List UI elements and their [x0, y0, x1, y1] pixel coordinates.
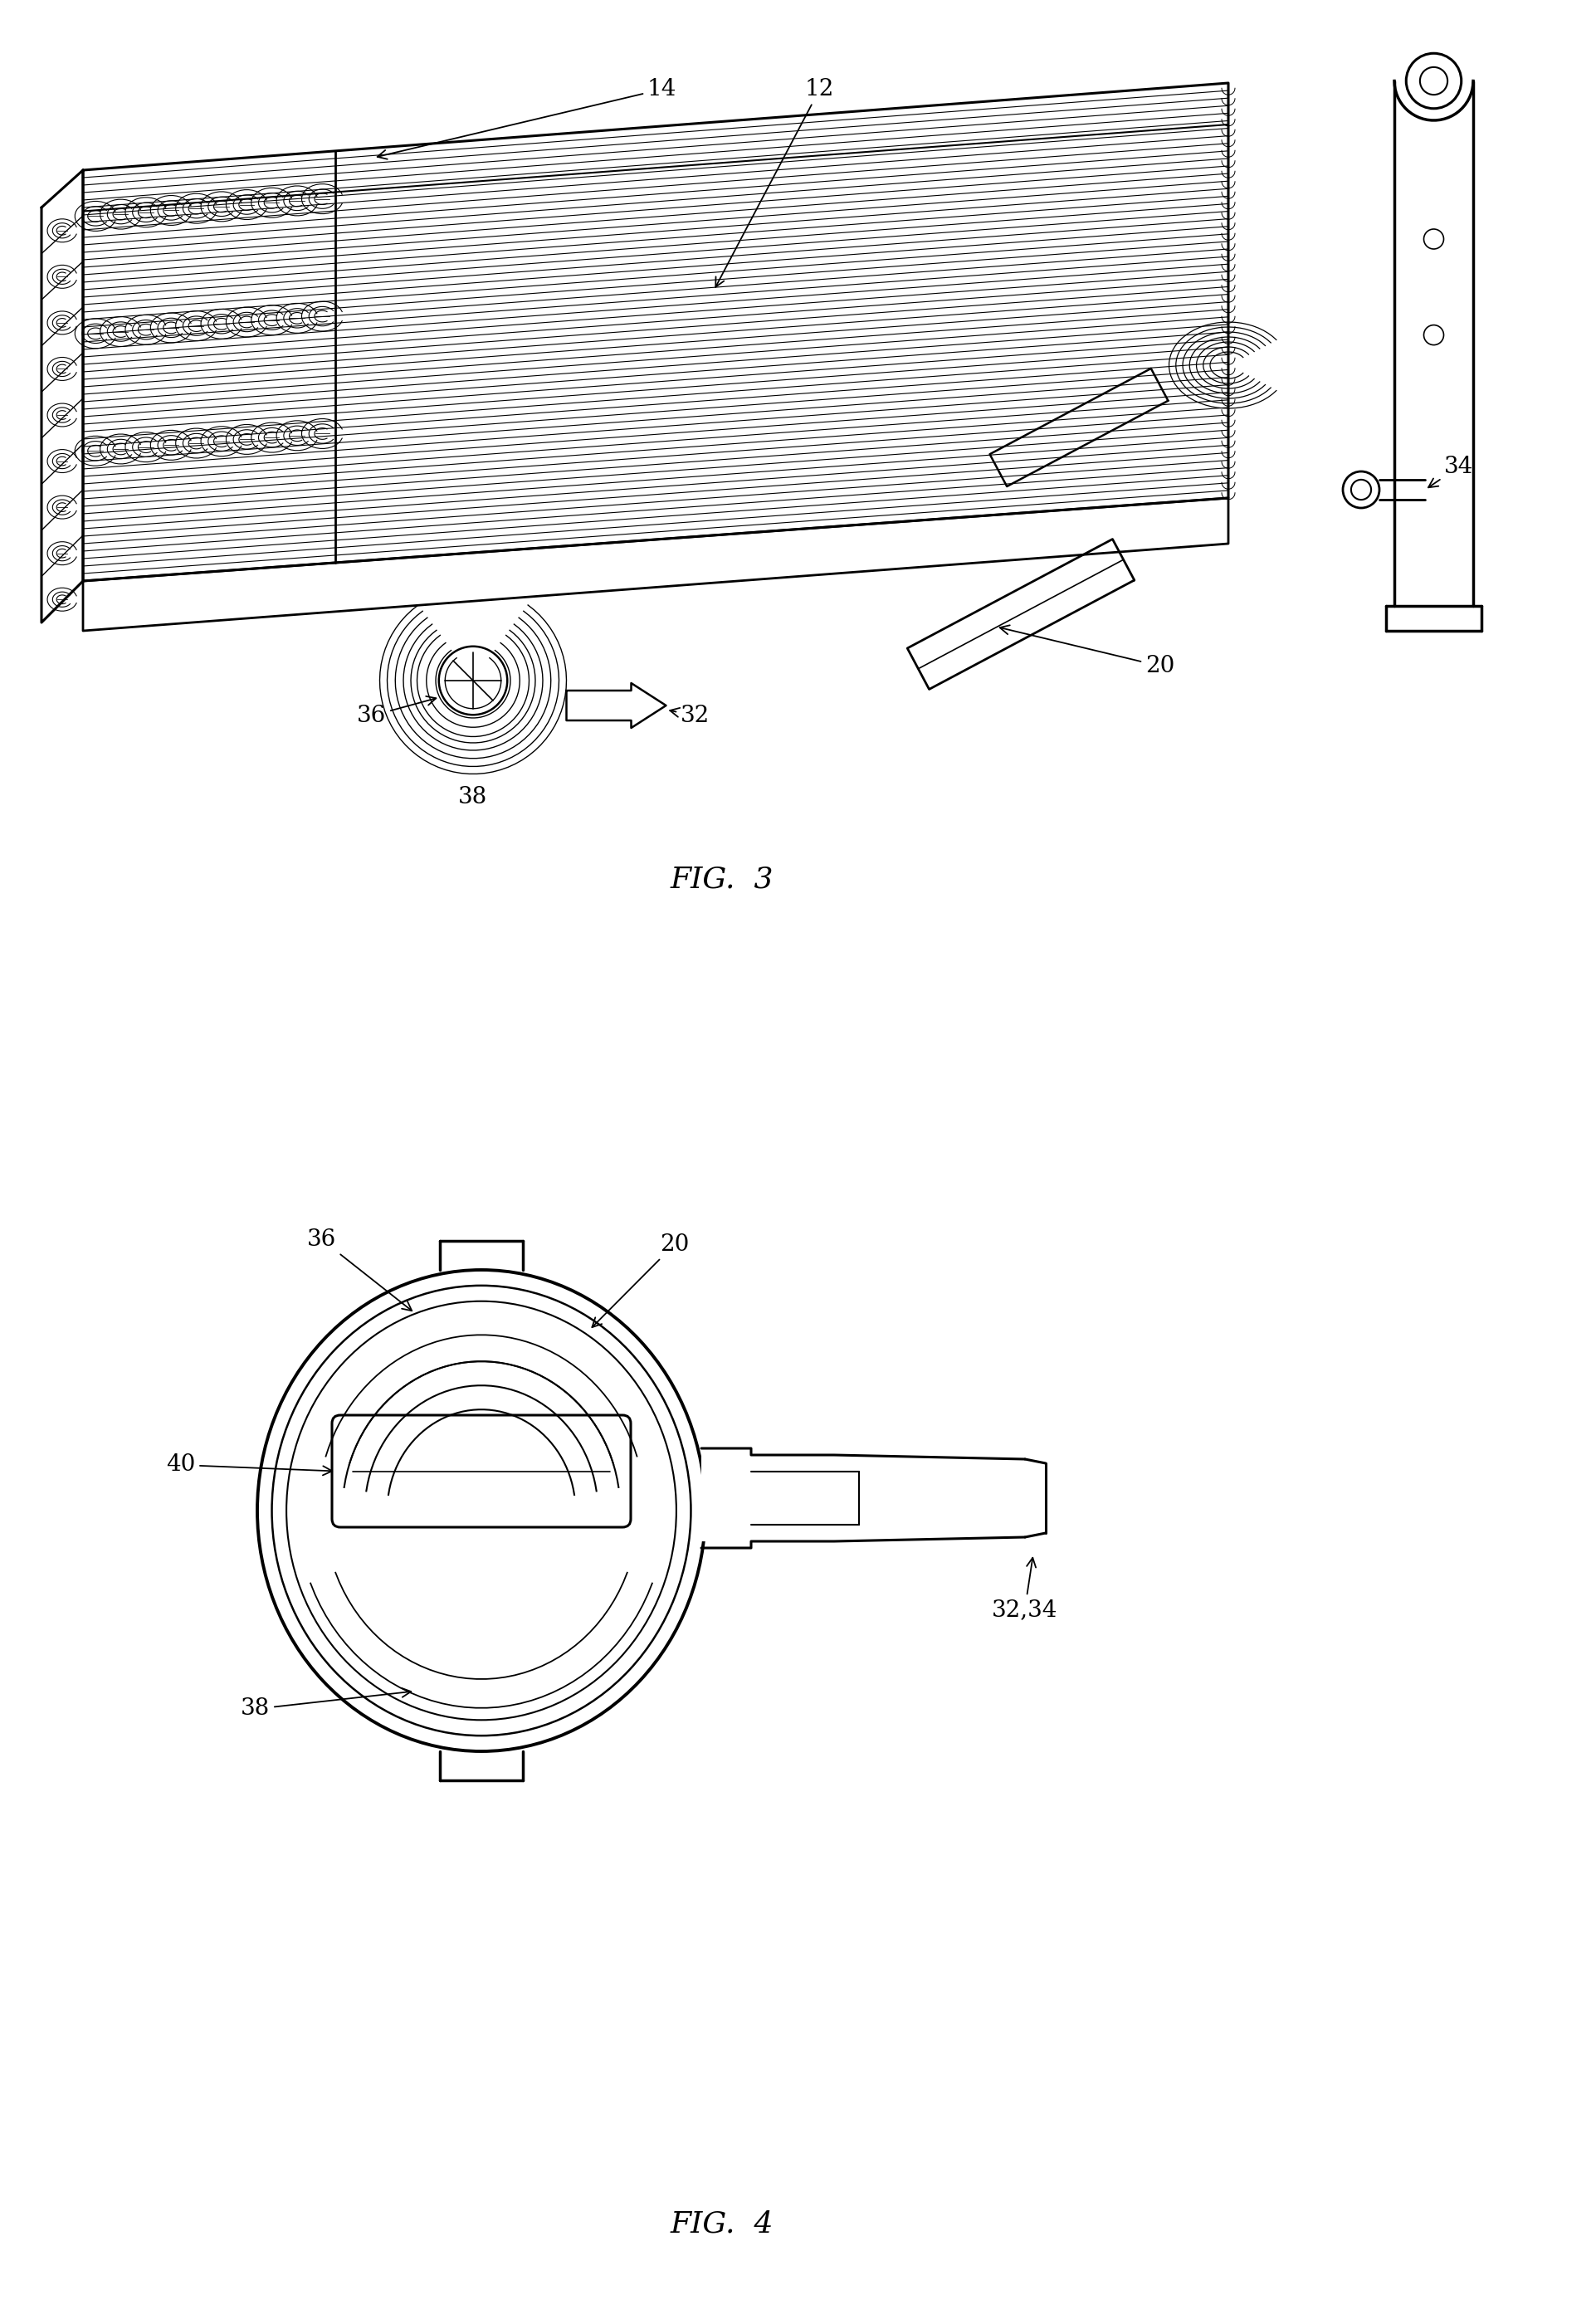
Text: 40: 40: [166, 1455, 332, 1476]
Text: FIG.  3: FIG. 3: [670, 867, 774, 895]
Text: FIG.  4: FIG. 4: [670, 2210, 774, 2238]
Text: 14: 14: [377, 79, 677, 158]
Polygon shape: [83, 497, 1229, 630]
Text: 38: 38: [458, 786, 488, 809]
Text: 32,34: 32,34: [991, 1557, 1058, 1622]
Text: 36: 36: [306, 1229, 412, 1311]
Text: 38: 38: [241, 1687, 412, 1720]
Text: 20: 20: [999, 625, 1175, 676]
Text: 12: 12: [715, 79, 835, 286]
Text: 34: 34: [1428, 456, 1473, 488]
Polygon shape: [83, 84, 1229, 581]
Text: 20: 20: [592, 1234, 689, 1327]
Polygon shape: [41, 170, 83, 623]
Polygon shape: [340, 1422, 622, 1520]
Polygon shape: [701, 1448, 1025, 1548]
Text: 36: 36: [358, 697, 436, 727]
Text: 32: 32: [670, 704, 710, 727]
